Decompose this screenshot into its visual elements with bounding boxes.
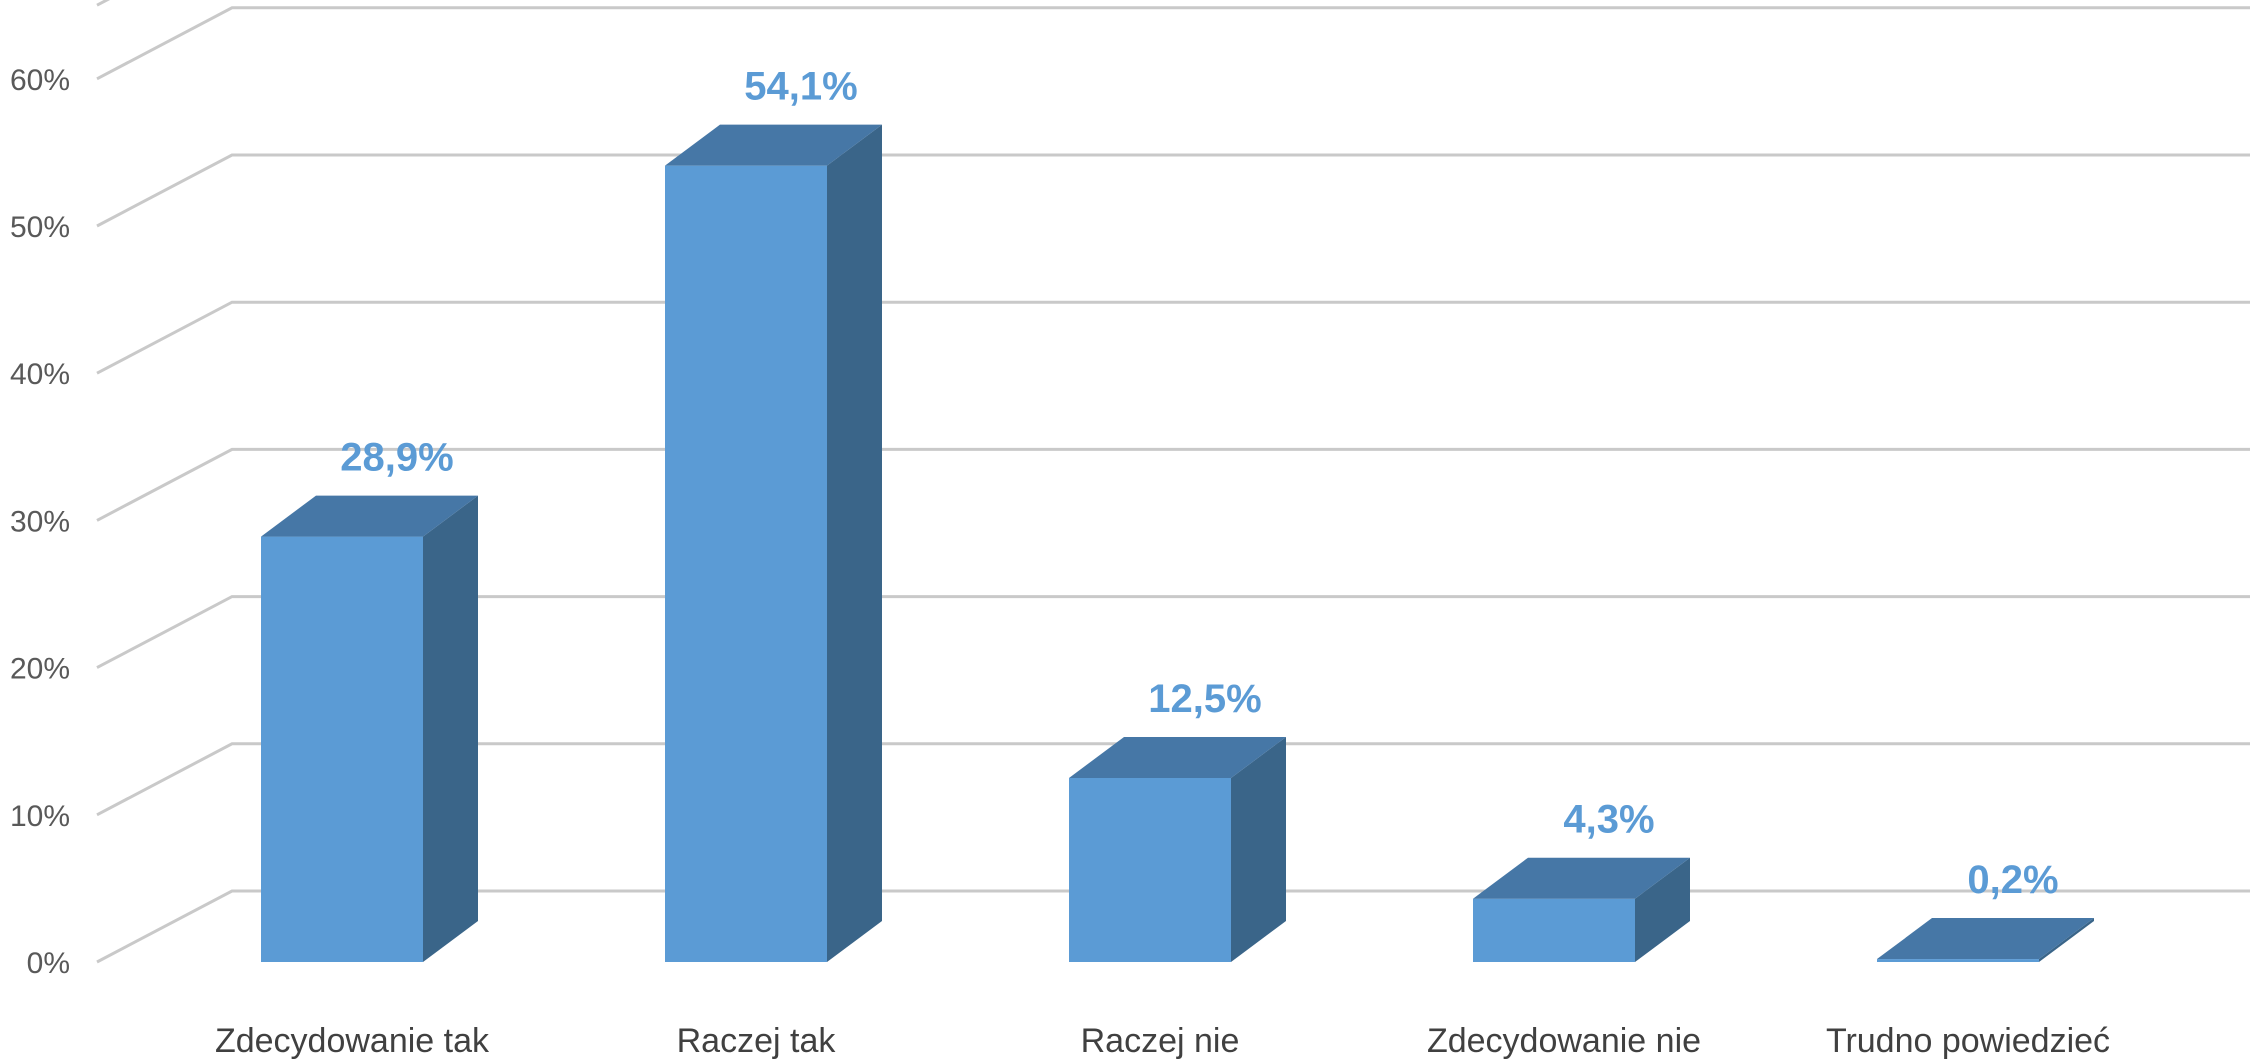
- bar: [1473, 857, 1690, 962]
- y-tick-label: 10%: [10, 800, 70, 833]
- y-tick-label: 30%: [10, 505, 70, 538]
- data-label: 4,3%: [1563, 798, 1654, 842]
- data-label: 54,1%: [744, 65, 857, 109]
- gridline: [96, 153, 2250, 228]
- bar-side: [423, 495, 478, 962]
- bar-top: [1877, 918, 2094, 960]
- bar-front: [1877, 959, 2039, 962]
- bar-side: [2039, 918, 2094, 962]
- category-label: Zdecydowanie tak: [215, 1022, 490, 1060]
- category-label: Zdecydowanie nie: [1427, 1022, 1701, 1060]
- gridline: [96, 742, 2250, 817]
- bar: [1069, 737, 1286, 962]
- bars: [261, 124, 2094, 962]
- bar-top: [665, 124, 882, 166]
- gridline: [96, 447, 2250, 522]
- bar-top: [1473, 857, 1690, 899]
- y-tick-label: 40%: [10, 358, 70, 391]
- y-axis-ticks: 0% 10% 20% 30% 40% 50% 60%: [10, 64, 70, 980]
- data-label: 0,2%: [1967, 858, 2058, 902]
- bar: [665, 124, 882, 962]
- bar-front: [665, 165, 827, 962]
- bar-side: [1635, 857, 1690, 962]
- bar-top: [1069, 737, 1286, 778]
- gridline: [96, 595, 2250, 669]
- bar: [1877, 918, 2094, 962]
- x-axis-categories: Zdecydowanie tak Raczej tak Raczej nie Zdec…: [215, 1022, 2110, 1060]
- bar-top: [261, 495, 478, 537]
- y-tick-label: 50%: [10, 211, 70, 244]
- gridline: [96, 300, 2250, 375]
- gridline: [96, 6, 2250, 81]
- bar: [261, 495, 478, 962]
- data-label: 12,5%: [1148, 677, 1261, 721]
- y-tick-label: 60%: [10, 64, 70, 97]
- bar-front: [1069, 778, 1231, 962]
- bar-front: [1473, 898, 1635, 962]
- data-label: 28,9%: [340, 436, 453, 480]
- category-label: Raczej nie: [1081, 1022, 1240, 1060]
- bar-side: [827, 124, 882, 962]
- category-label: Trudno powiedzieć: [1826, 1022, 2110, 1060]
- category-label: Raczej tak: [677, 1022, 837, 1060]
- y-tick-label: 0%: [27, 947, 70, 980]
- grid: [96, 0, 2250, 964]
- bar-front: [261, 536, 423, 962]
- data-labels: 28,9% 54,1% 12,5% 4,3% 0,2%: [340, 65, 2058, 902]
- bar-side: [1231, 737, 1286, 962]
- y-tick-label: 20%: [10, 653, 70, 686]
- gridline: [96, 0, 111, 7]
